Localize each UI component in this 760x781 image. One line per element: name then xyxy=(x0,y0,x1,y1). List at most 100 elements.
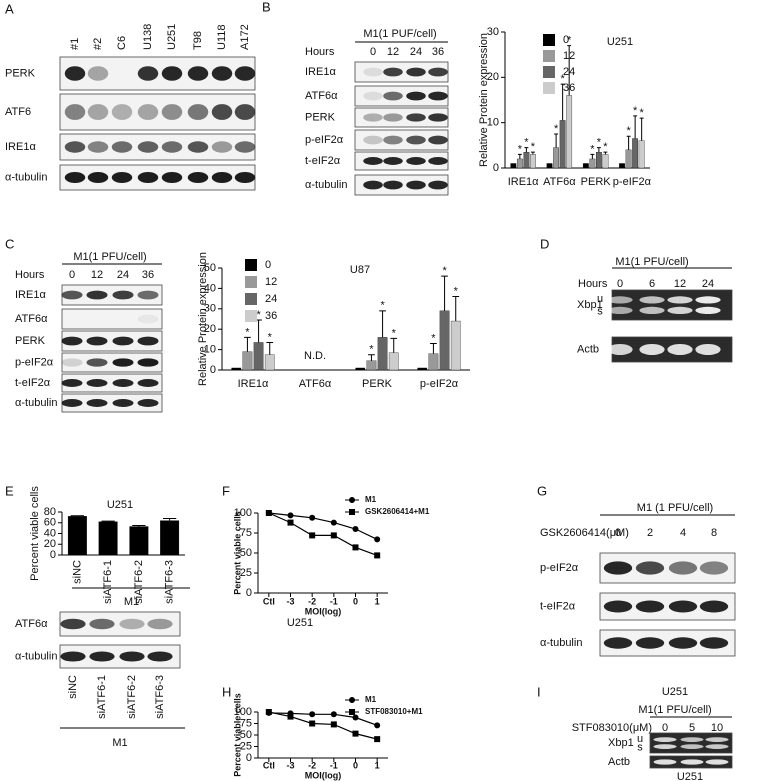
blot-band xyxy=(428,113,448,122)
blot-frame xyxy=(61,308,163,330)
blot-band xyxy=(406,180,426,190)
bar xyxy=(231,367,242,371)
lane-label: C6 xyxy=(116,36,128,50)
x-tick-label: Ctl xyxy=(263,596,275,606)
lane-label: 0 xyxy=(615,527,621,539)
cell-line: U251 xyxy=(662,686,688,698)
x-tick-label: ATF6α xyxy=(543,176,576,188)
lane-label: siATF6-3 xyxy=(154,675,166,719)
y-tick-label: 60 xyxy=(44,517,56,529)
legend-label: 0 xyxy=(265,259,271,271)
bar xyxy=(530,154,536,169)
y-tick-label: 75 xyxy=(240,717,252,729)
blot-band xyxy=(187,66,209,81)
blot-band xyxy=(112,336,134,346)
x-tick-label: siATF6-1 xyxy=(102,560,114,604)
y-tick-label: 40 xyxy=(44,527,56,539)
lane-label: 8 xyxy=(711,527,717,539)
significance-mark: * xyxy=(626,125,631,137)
y-tick-label: 0 xyxy=(246,752,252,764)
row-label: Xbp1 xyxy=(577,299,603,311)
blot-band xyxy=(680,759,704,765)
blot-band xyxy=(211,104,233,120)
lane-label: #1 xyxy=(69,38,81,50)
blot-band xyxy=(61,379,83,387)
y-tick-label: 20 xyxy=(487,71,499,83)
row-label: ATF6α xyxy=(15,313,48,325)
blot-band xyxy=(653,744,677,749)
blot-band xyxy=(428,180,448,190)
legend-label: GSK2606414+M1 xyxy=(365,507,430,516)
error-bar xyxy=(255,319,262,343)
bar xyxy=(602,154,609,169)
legend-label: 24 xyxy=(563,66,575,78)
legend-label: 24 xyxy=(265,293,277,305)
blot-band xyxy=(86,399,108,407)
blot-band xyxy=(607,296,633,304)
blot-band xyxy=(668,561,698,575)
blot-band xyxy=(64,141,86,153)
panel-label: G xyxy=(537,483,547,498)
bar xyxy=(595,151,602,169)
blot-band xyxy=(667,296,693,304)
error-bar xyxy=(430,342,437,354)
blot-band xyxy=(89,651,115,662)
error-bar xyxy=(633,115,638,139)
legend-label: M1 xyxy=(365,495,377,504)
error-bar xyxy=(560,83,565,121)
blot-frame xyxy=(354,107,449,128)
lane-label: 12 xyxy=(387,46,399,58)
band-mark: u xyxy=(637,733,643,745)
blot-band xyxy=(60,618,86,630)
significance-mark: * xyxy=(603,141,608,153)
significance-mark: * xyxy=(454,285,459,297)
lane-label: A172 xyxy=(239,24,251,50)
bar xyxy=(439,310,450,371)
lane-label: 12 xyxy=(91,269,103,281)
legend-swatch xyxy=(543,66,555,78)
error-bar xyxy=(441,275,448,311)
x-tick-label: IRE1α xyxy=(508,176,539,188)
blot-band xyxy=(187,104,209,120)
lane-label: 24 xyxy=(117,269,129,281)
blot-band xyxy=(161,66,183,81)
blot-band xyxy=(137,104,159,120)
category-note: N.D. xyxy=(304,350,326,362)
y-tick-label: 20 xyxy=(44,538,56,550)
y-tick-label: 80 xyxy=(44,506,56,518)
blot-frame xyxy=(611,289,733,321)
chart-title: U251 xyxy=(607,36,633,48)
x-axis-label: MOI(log) xyxy=(305,770,342,780)
lane-label: U138 xyxy=(142,24,154,50)
y-tick-label: 40 xyxy=(204,282,216,294)
significance-mark: * xyxy=(369,344,374,356)
lane-label: U118 xyxy=(216,25,228,50)
y-axis-label: Relative Protein expression xyxy=(197,252,209,386)
bar xyxy=(619,163,625,169)
error-bar xyxy=(390,337,398,353)
x-tick-label: 1 xyxy=(375,760,380,770)
bar xyxy=(450,320,461,371)
significance-mark: * xyxy=(518,143,523,155)
chart-title: U87 xyxy=(350,264,370,276)
blot-band xyxy=(383,180,403,190)
lane-label: 6 xyxy=(649,278,655,290)
y-tick-label: 0 xyxy=(246,587,252,599)
blot-band xyxy=(406,157,426,165)
row-label: ATF6 xyxy=(5,106,31,118)
lane-label: 10 xyxy=(711,722,723,734)
blot-band xyxy=(699,600,729,613)
legend-label: M1 xyxy=(365,695,377,704)
x-tick-label: 1 xyxy=(375,596,380,606)
row-label: IRE1α xyxy=(5,141,36,153)
cell-line: U251 xyxy=(677,771,703,781)
lane-label: #2 xyxy=(92,38,104,50)
row-label: PERK xyxy=(15,335,46,347)
panel-label: E xyxy=(5,483,14,498)
series-line xyxy=(268,512,378,540)
blot-band xyxy=(603,561,633,575)
blot-band xyxy=(668,637,698,649)
legend-label: 12 xyxy=(563,50,575,62)
y-tick-label: 50 xyxy=(240,547,252,559)
panel-label: D xyxy=(540,236,549,251)
